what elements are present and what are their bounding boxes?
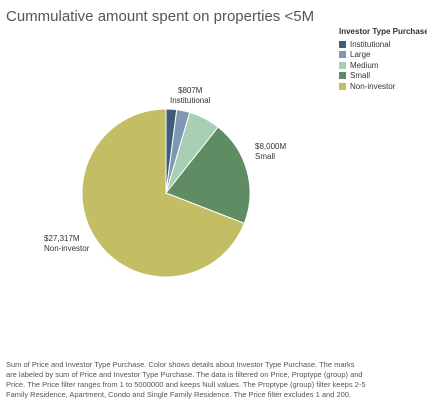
data-label-non-investor-value: $27,317M xyxy=(44,234,80,243)
data-label-institutional: $807M Institutional xyxy=(170,86,210,106)
legend-swatch-institutional xyxy=(339,40,346,48)
legend-item-medium[interactable]: Medium xyxy=(339,60,425,71)
legend-item-non-investor[interactable]: Non-investor xyxy=(339,81,425,92)
legend-item-small[interactable]: Small xyxy=(339,71,425,82)
data-label-institutional-value: $807M xyxy=(178,86,203,95)
legend-label-small: Small xyxy=(350,71,371,81)
legend-item-institutional[interactable]: Institutional xyxy=(339,39,425,50)
data-label-small-name: Small xyxy=(255,152,276,161)
legend-label-large: Large xyxy=(350,50,371,60)
legend-label-institutional: Institutional xyxy=(350,39,391,49)
legend-label-non-investor: Non-investor xyxy=(350,81,396,91)
data-label-small-value: $8,000M xyxy=(255,142,287,151)
legend-title: Investor Type Purchase xyxy=(339,27,427,36)
data-label-small: $8,000M Small xyxy=(255,142,286,162)
legend-swatch-non-investor xyxy=(339,82,346,90)
page-title: Cummulative amount spent on properties <… xyxy=(6,8,315,25)
legend-swatch-large xyxy=(339,51,346,59)
data-label-non-investor-name: Non-investor xyxy=(44,244,90,253)
legend-label-medium: Medium xyxy=(350,60,379,70)
legend-swatch-medium xyxy=(339,61,346,69)
data-label-institutional-name: Institutional xyxy=(170,96,211,105)
pie-slice-non-investor[interactable] xyxy=(81,108,245,278)
data-label-non-investor: $27,317M Non-investor xyxy=(44,234,89,254)
chart-caption: Sum of Price and Investor Type Purchase.… xyxy=(6,360,366,399)
legend-swatch-small xyxy=(339,72,346,80)
pie-slice-small[interactable] xyxy=(165,126,251,225)
legend: Investor Type Purchase Institutional Lar… xyxy=(339,27,427,92)
legend-item-large[interactable]: Large xyxy=(339,50,425,61)
